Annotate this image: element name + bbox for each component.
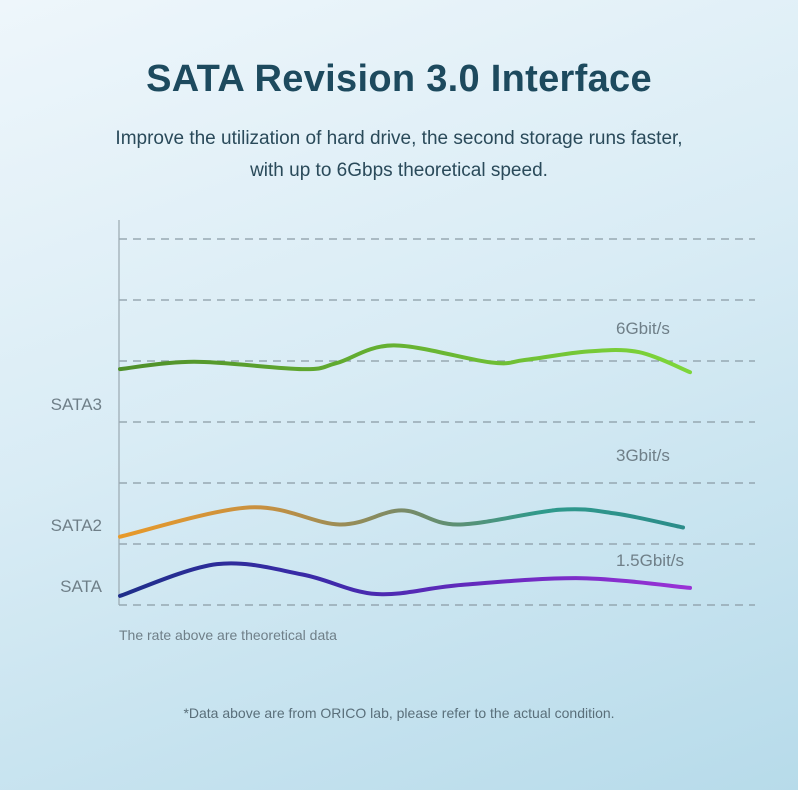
rate-label-sata: 1.5Gbit/s [616, 551, 684, 570]
subtitle-line-2: with up to 6Gbps theoretical speed. [250, 160, 548, 181]
series-line-sata3 [118, 343, 692, 375]
page-title: SATA Revision 3.0 Interface [146, 58, 652, 100]
series-label-sata: SATA [60, 577, 103, 596]
rate-label-sata3: 6Gbit/s [616, 319, 670, 338]
rate-label-sata2: 3Gbit/s [616, 446, 670, 465]
series-lines [118, 343, 692, 598]
series-line-sata [118, 561, 692, 598]
footnote: *Data above are from ORICO lab, please r… [183, 705, 615, 721]
subtitle-line-1: Improve the utilization of hard drive, t… [115, 128, 683, 149]
series-label-sata3: SATA3 [51, 395, 102, 414]
series-line-sata2 [118, 505, 685, 539]
chart-note: The rate above are theoretical data [119, 627, 337, 643]
grid-lines [119, 238, 755, 606]
series-labels: SATA3 6Gbit/s SATA2 3Gbit/s SATA 1.5Gbit/s [51, 319, 684, 596]
series-label-sata2: SATA2 [51, 516, 102, 535]
